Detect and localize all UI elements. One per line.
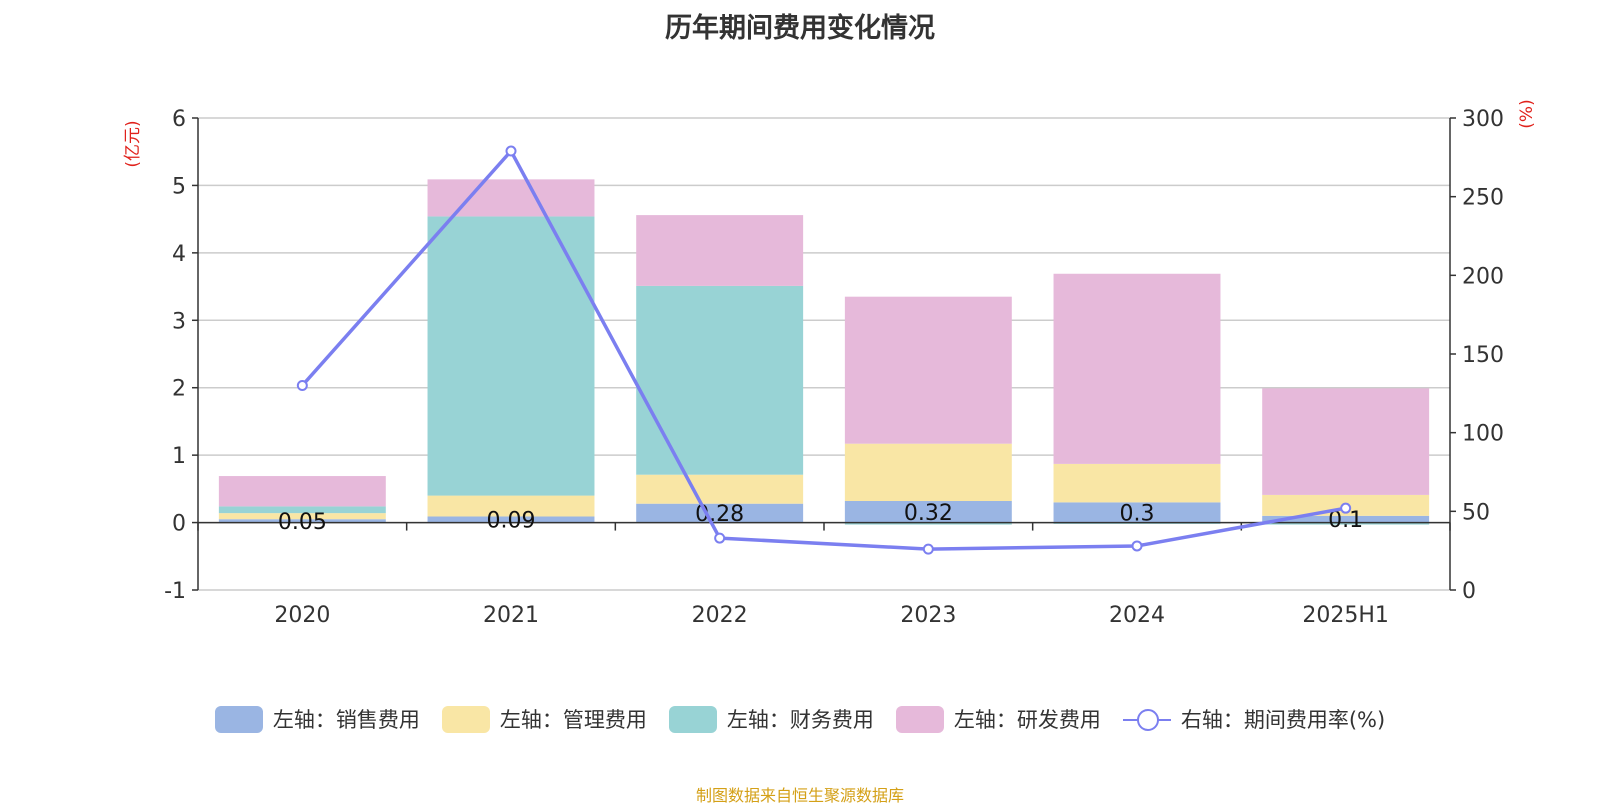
legend-swatch-sales [214, 705, 263, 733]
left-axis-tick-label: 6 [172, 107, 186, 132]
bar-rnd-2022 [636, 215, 804, 286]
bar-finance-2023 [844, 522, 1012, 525]
legend-item-sales[interactable]: 左轴：销售费用 [214, 704, 420, 734]
rate-point-2021 [505, 145, 517, 157]
left-axis-tick-label: 0 [172, 512, 186, 537]
legend-label-admin: 左轴：管理费用 [499, 708, 647, 732]
data-label-sales: 0.3 [1120, 501, 1155, 526]
left-axis-tick-label: -1 [164, 579, 186, 604]
left-axis-tick-label: 1 [172, 444, 186, 469]
bar-sales-2023 [844, 500, 1012, 523]
bar-rnd-2025H1 [1262, 388, 1430, 495]
legend-label-rate: 右轴：期间费用率(%) [1180, 708, 1386, 732]
legend-label-rnd: 左轴：研发费用 [953, 708, 1101, 732]
bar-rnd-2023 [844, 296, 1012, 444]
rate-line [301, 149, 1346, 551]
rate-point-2022 [714, 532, 726, 544]
legend-item-finance[interactable]: 左轴：财务费用 [668, 704, 874, 734]
x-axis-tick-label: 2021 [483, 603, 539, 628]
x-axis-tick-label: 2022 [692, 603, 748, 628]
bar-admin-2022 [636, 474, 804, 504]
bar-sales-2024 [1053, 502, 1221, 523]
rate-point-2024 [1131, 540, 1143, 552]
right-axis-tick-label: 150 [1462, 343, 1504, 368]
legend-swatch-rate [1122, 706, 1171, 733]
left-axis-tick-label: 5 [172, 174, 186, 199]
legend-item-admin[interactable]: 左轴：管理费用 [441, 704, 647, 734]
rate-point-2025H1 [1340, 502, 1352, 514]
rate-point-2020 [296, 379, 308, 391]
chart-legend: 左轴：销售费用 左轴：管理费用 左轴：财务费用 左轴：研发费用 右轴：期间费用率… [0, 704, 1600, 734]
right-axis-tick-label: 200 [1462, 264, 1504, 289]
bar-finance-2025H1 [1262, 522, 1430, 525]
bar-rnd-2020 [218, 476, 386, 507]
right-axis-tick-label: 250 [1462, 186, 1504, 211]
bar-rnd-2021 [427, 179, 595, 217]
bar-rnd-2024 [1053, 273, 1221, 464]
data-label-sales: 0.05 [278, 510, 327, 535]
bar-admin-2023 [844, 443, 1012, 501]
x-axis-tick-label: 2023 [900, 603, 956, 628]
bar-admin-2021 [427, 495, 595, 517]
data-label-sales: 0.32 [904, 501, 953, 526]
legend-label-finance: 左轴：财务费用 [726, 708, 874, 732]
right-axis-tick-label: 0 [1462, 579, 1476, 604]
left-axis-unit: (亿元) [123, 120, 143, 167]
bar-sales-2025H1 [1262, 515, 1430, 523]
bar-sales-2020 [218, 519, 386, 523]
bar-sales-2021 [427, 516, 595, 523]
x-axis-tick-label: 2024 [1109, 603, 1165, 628]
legend-swatch-admin [441, 705, 490, 733]
right-axis-tick-label: 300 [1462, 107, 1504, 132]
bar-sales-2022 [636, 503, 804, 523]
bar-finance-2022 [636, 285, 804, 475]
left-axis-tick-label: 3 [172, 309, 186, 334]
legend-swatch-rnd [895, 705, 944, 733]
bar-finance-2020 [218, 506, 386, 514]
rate-point-2023 [922, 543, 934, 555]
legend-item-rate[interactable]: 右轴：期间费用率(%) [1122, 704, 1386, 734]
left-axis-tick-label: 2 [172, 377, 186, 402]
right-axis-tick-label: 50 [1462, 500, 1490, 525]
right-axis-unit: (%) [1517, 99, 1537, 128]
x-axis-tick-label: 2025H1 [1302, 603, 1389, 628]
data-label-sales: 0.09 [487, 509, 536, 534]
bar-finance-2021 [427, 216, 595, 496]
chart-title: 历年期间费用变化情况 [665, 13, 935, 44]
source-note: 制图数据来自恒生聚源数据库 [695, 786, 904, 805]
bar-admin-2020 [218, 513, 386, 520]
left-axis-tick-label: 4 [172, 242, 186, 267]
legend-swatch-finance [668, 705, 717, 733]
chart-plot-area: -1 0 1 2 3 4 5 6 0 50 100 150 200 250 300 (亿元) (%) 2020 20… [123, 99, 1537, 628]
legend-label-sales: 左轴：销售费用 [272, 708, 420, 732]
right-axis-tick-label: 100 [1462, 422, 1504, 447]
x-axis-tick-label: 2020 [274, 603, 330, 628]
bar-admin-2024 [1053, 463, 1221, 503]
legend-item-rnd[interactable]: 左轴：研发费用 [895, 704, 1101, 734]
